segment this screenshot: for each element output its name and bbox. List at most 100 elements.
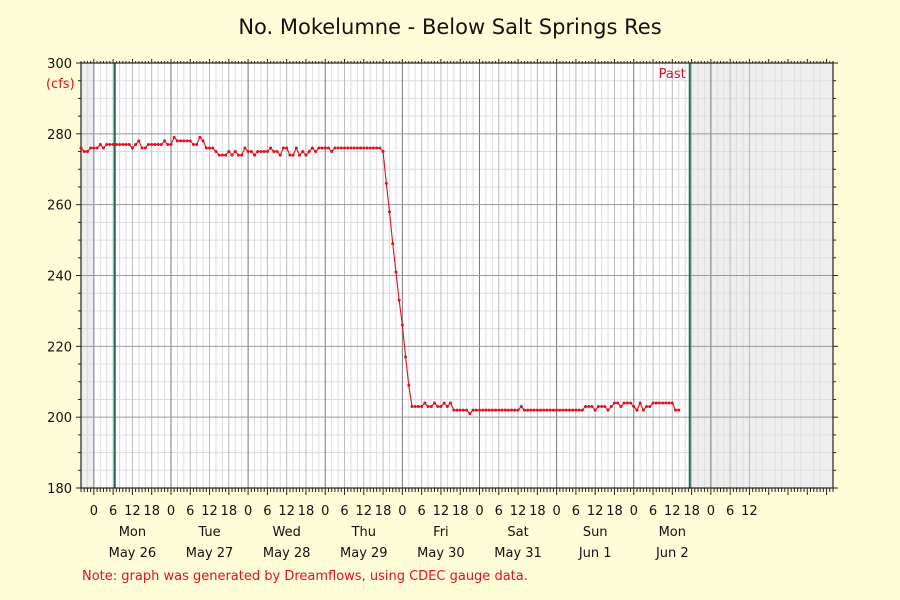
data-point (510, 408, 514, 412)
day-label: Mon (659, 525, 686, 540)
data-point (249, 150, 253, 154)
y-tick-label: 180 (47, 482, 72, 497)
y-tick-label: 240 (47, 270, 72, 285)
day-label: Wed (273, 525, 301, 540)
date-label: May 27 (186, 546, 234, 561)
data-point (436, 405, 440, 409)
data-point (343, 146, 347, 150)
data-point (349, 146, 353, 150)
data-point (600, 405, 604, 409)
data-point (175, 139, 179, 143)
data-point (612, 401, 616, 405)
data-point (262, 150, 266, 154)
data-point (288, 153, 292, 157)
date-label: May 26 (109, 546, 157, 561)
data-point (265, 150, 269, 154)
data-point (580, 408, 584, 412)
data-point (375, 146, 379, 150)
day-label: Mon (119, 525, 146, 540)
data-point (85, 150, 89, 154)
data-point (648, 405, 652, 409)
data-point (567, 408, 571, 412)
data-point (487, 408, 491, 412)
data-point (606, 408, 610, 412)
x-tick-label: 18 (298, 504, 315, 519)
data-point (490, 408, 494, 412)
data-point (548, 408, 552, 412)
data-point (542, 408, 546, 412)
data-point (214, 150, 218, 154)
data-point (494, 408, 498, 412)
data-point (118, 142, 122, 146)
data-point (352, 146, 356, 150)
data-point (224, 153, 228, 157)
x-tick-label: 0 (244, 504, 252, 519)
data-point (513, 408, 517, 412)
x-tick-label: 6 (726, 504, 734, 519)
data-point (323, 146, 327, 150)
data-point (532, 408, 536, 412)
data-point (394, 270, 398, 274)
data-point (301, 150, 305, 154)
x-tick-label: 12 (433, 504, 450, 519)
data-point (198, 135, 202, 139)
x-tick-label: 18 (606, 504, 623, 519)
data-point (317, 146, 321, 150)
x-tick-label: 6 (340, 504, 348, 519)
data-point (664, 401, 668, 405)
data-point (307, 150, 311, 154)
data-point (371, 146, 375, 150)
data-point (259, 150, 263, 154)
data-point (166, 142, 170, 146)
data-point (500, 408, 504, 412)
x-tick-label: 0 (321, 504, 329, 519)
data-point (420, 405, 424, 409)
data-point (423, 401, 427, 405)
data-point (593, 408, 597, 412)
data-point (519, 405, 523, 409)
data-point (522, 408, 526, 412)
data-point (641, 408, 645, 412)
chart-title: No. Mokelumne - Below Salt Springs Res (238, 15, 661, 39)
data-point (278, 153, 282, 157)
x-tick-label: 12 (741, 504, 758, 519)
y-tick-label: 300 (47, 57, 72, 72)
data-point (114, 142, 118, 146)
data-point (503, 408, 507, 412)
x-tick-label: 0 (707, 504, 715, 519)
data-point (477, 408, 481, 412)
data-point (497, 408, 501, 412)
x-tick-label: 18 (143, 504, 160, 519)
data-point (407, 383, 411, 387)
x-tick-label: 6 (572, 504, 580, 519)
x-tick-label: 0 (167, 504, 175, 519)
data-point (294, 146, 298, 150)
x-tick-label: 12 (201, 504, 218, 519)
data-point (230, 153, 234, 157)
data-point (92, 146, 96, 150)
x-tick-label: 18 (452, 504, 469, 519)
data-point (201, 139, 205, 143)
data-point (561, 408, 565, 412)
x-tick-label: 0 (90, 504, 98, 519)
day-label: Sun (583, 525, 608, 540)
data-point (185, 139, 189, 143)
data-point (304, 153, 308, 157)
data-point (150, 142, 154, 146)
data-point (410, 405, 414, 409)
data-point (452, 408, 456, 412)
data-point (465, 408, 469, 412)
data-point (481, 408, 485, 412)
data-point (442, 401, 446, 405)
data-point (449, 401, 453, 405)
x-tick-label: 12 (664, 504, 681, 519)
x-tick-label: 6 (418, 504, 426, 519)
x-tick-label: 6 (186, 504, 194, 519)
data-point (240, 153, 244, 157)
data-point (362, 146, 366, 150)
data-point (227, 150, 231, 154)
data-point (285, 146, 289, 150)
data-point (339, 146, 343, 150)
date-label: Jun 2 (655, 546, 689, 561)
